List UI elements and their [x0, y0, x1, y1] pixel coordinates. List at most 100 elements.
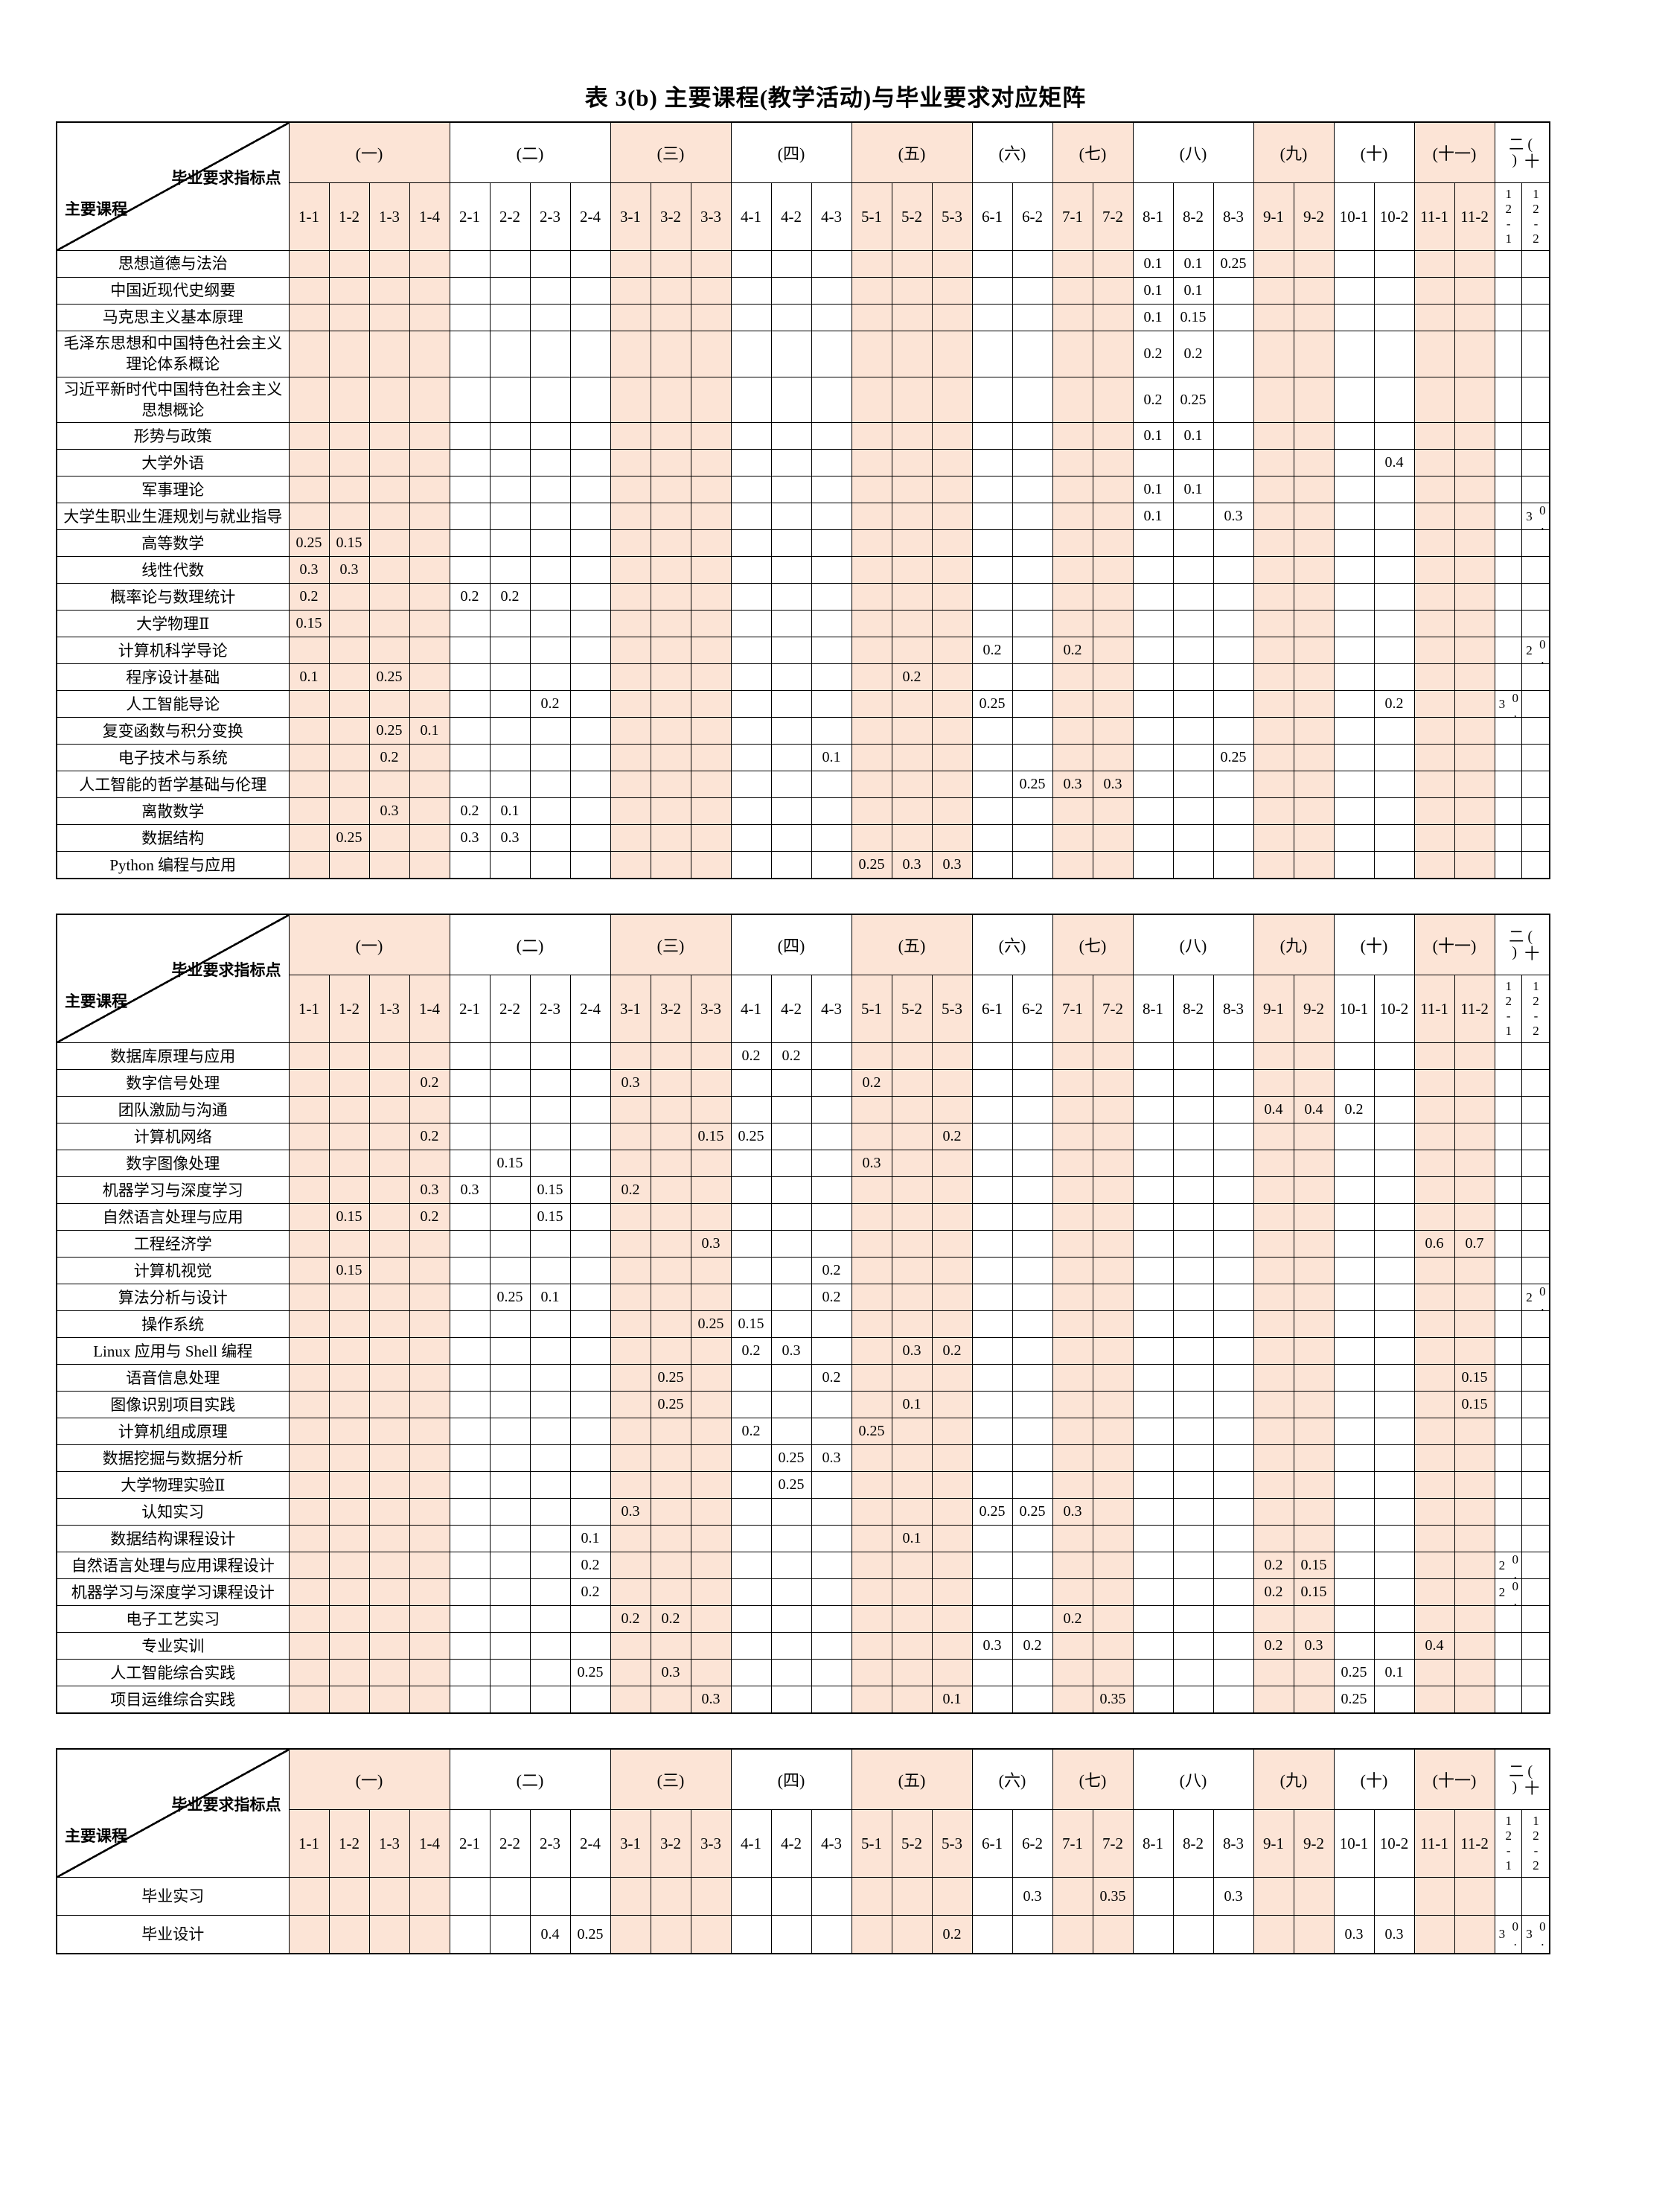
matrix-cell: 0.1 [1172, 250, 1214, 278]
matrix-cell [1172, 1069, 1214, 1097]
matrix-cell [1212, 376, 1254, 424]
matrix-cell [409, 1686, 450, 1714]
matrix-cell [730, 637, 772, 665]
matrix-cell [1172, 1444, 1214, 1473]
corner-label-bottom: 主要课程 [65, 992, 127, 1011]
matrix-cell [328, 583, 370, 611]
matrix-cell [1293, 304, 1335, 331]
matrix-cell [730, 1176, 772, 1205]
matrix-cell [1454, 277, 1495, 305]
course-name: 离散数学 [56, 797, 290, 826]
matrix-cell [1333, 1391, 1375, 1419]
matrix-cell [529, 1364, 571, 1392]
matrix-cell [529, 1659, 571, 1687]
matrix-cell [409, 503, 450, 531]
matrix-cell [368, 529, 410, 558]
matrix-cell [1293, 529, 1335, 558]
matrix-cell [610, 1391, 651, 1419]
col-header-11-2: 11-2 [1454, 1809, 1495, 1878]
matrix-cell [931, 1605, 973, 1633]
matrix-cell [569, 1123, 611, 1151]
matrix-cell [1293, 1471, 1335, 1499]
matrix-cell [569, 610, 611, 638]
matrix-cell [569, 744, 611, 772]
matrix-cell: 0.2 [730, 1418, 772, 1446]
course-name: 毕业实习 [56, 1877, 290, 1916]
matrix-cell [610, 250, 651, 278]
matrix-cell [690, 1150, 732, 1178]
matrix-cell [1494, 824, 1523, 852]
col-header-4-1: 4-1 [730, 975, 772, 1044]
matrix-cell [1012, 637, 1053, 665]
matrix-cell [690, 583, 732, 611]
matrix-cell [569, 449, 611, 477]
matrix-cell [1454, 610, 1495, 638]
matrix-cell [1132, 449, 1174, 477]
matrix-cell [690, 304, 732, 331]
matrix-cell: 0.2 [811, 1257, 852, 1285]
matrix-cell [1092, 1337, 1134, 1365]
matrix-cell [1172, 1578, 1214, 1607]
matrix-cell [1454, 1915, 1495, 1954]
matrix-cell [770, 1364, 812, 1392]
matrix-cell [1092, 1444, 1134, 1473]
matrix-cell [891, 1659, 933, 1687]
matrix-cell [1132, 1578, 1174, 1607]
matrix-cell [569, 1471, 611, 1499]
matrix-cell [1293, 1605, 1335, 1633]
matrix-cell [449, 1257, 491, 1285]
matrix-cell [1293, 556, 1335, 584]
matrix-cell [931, 1525, 973, 1553]
matrix-cell [1333, 1310, 1375, 1339]
matrix-cell [1521, 476, 1550, 504]
matrix-cell [569, 1364, 611, 1392]
matrix-cell: 0.3 [610, 1498, 651, 1526]
matrix-cell [811, 1471, 852, 1499]
matrix-cell: 0.3 [690, 1686, 732, 1714]
matrix-cell [1373, 1444, 1415, 1473]
matrix-cell [288, 717, 330, 745]
matrix-cell [529, 610, 571, 638]
matrix-cell: 0.2 [288, 583, 330, 611]
matrix-cell [770, 277, 812, 305]
col-header-3-3: 3-3 [690, 1809, 732, 1878]
matrix-cell [328, 1552, 370, 1580]
table-row: 语音信息处理 0.25 0.2 0.15 [56, 1364, 1550, 1392]
matrix-cell: 0.25 [851, 1418, 892, 1446]
matrix-cell [1494, 376, 1523, 424]
matrix-cell [1373, 637, 1415, 665]
matrix-cell [1052, 503, 1093, 531]
matrix-cell: 0.2 [1172, 331, 1214, 377]
matrix-cell [690, 637, 732, 665]
matrix-cell [1521, 331, 1550, 377]
matrix-cell [1373, 331, 1415, 377]
matrix-cell [971, 1203, 1013, 1231]
matrix-cell [811, 1096, 852, 1124]
matrix-cell: 0.25 [368, 717, 410, 745]
matrix-cell: 0.3 [891, 851, 933, 879]
matrix-cell: 0.3 [1052, 771, 1093, 799]
matrix-cell [368, 503, 410, 531]
matrix-cell [489, 422, 531, 450]
matrix-cell [1521, 744, 1550, 772]
matrix-cell [811, 1659, 852, 1687]
matrix-cell [569, 1605, 611, 1633]
matrix-cell [1494, 331, 1523, 377]
matrix-cell: 0.2 [1132, 376, 1174, 424]
matrix-cell [851, 556, 892, 584]
matrix-cell [1333, 663, 1375, 692]
matrix-cell [811, 797, 852, 826]
matrix-cell [770, 1310, 812, 1339]
matrix-cell [1454, 556, 1495, 584]
matrix-cell [1052, 1042, 1093, 1071]
matrix-cell [1494, 1605, 1523, 1633]
matrix-cell [1494, 1176, 1523, 1205]
matrix-cell [851, 1391, 892, 1419]
matrix-cell [770, 797, 812, 826]
matrix-cell: 0.15 [328, 529, 370, 558]
matrix-cell [811, 1042, 852, 1071]
matrix-cell [811, 1525, 852, 1553]
matrix-cell [1212, 1444, 1254, 1473]
matrix-cell [368, 1284, 410, 1312]
matrix-cell [288, 250, 330, 278]
